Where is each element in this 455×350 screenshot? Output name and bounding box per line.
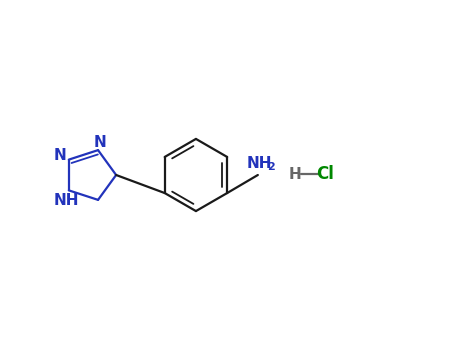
Text: NH: NH [54, 193, 79, 208]
Text: N: N [53, 148, 66, 163]
Text: N: N [93, 135, 106, 150]
Text: 2: 2 [268, 162, 275, 172]
Text: H: H [288, 167, 301, 182]
Text: NH: NH [247, 156, 273, 171]
Text: Cl: Cl [317, 165, 334, 183]
